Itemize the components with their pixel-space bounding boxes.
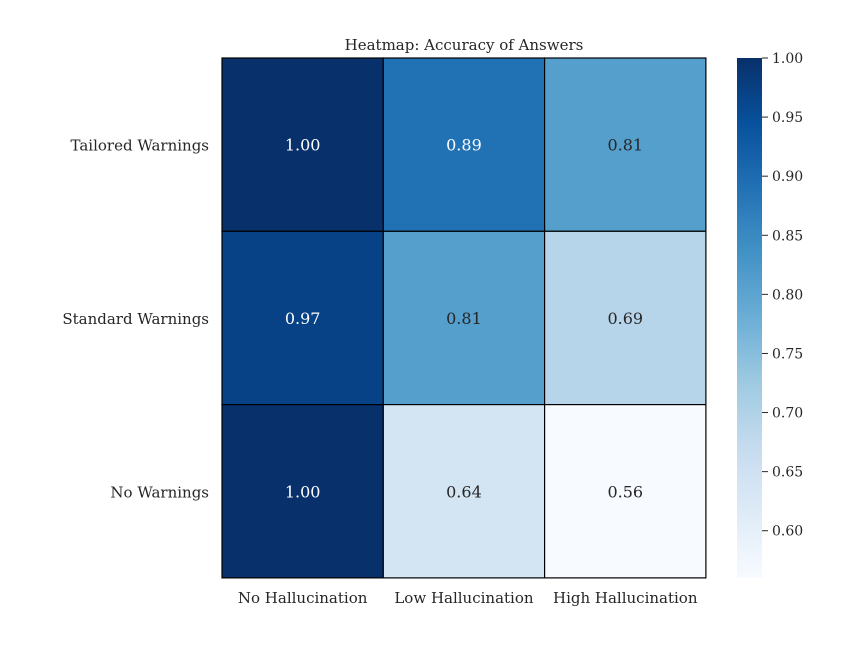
colorbar-tick-label: 0.95 bbox=[772, 110, 803, 126]
colorbar: 1.00 0.95 0.90 0.85 0.80 0.75 0.70 0.65 0.60 bbox=[737, 51, 803, 578]
heatmap-cell bbox=[221, 404, 384, 579]
colorbar-tick-label: 0.80 bbox=[772, 287, 803, 303]
colorbar-gradient bbox=[737, 58, 762, 578]
colorbar-tick-label: 0.75 bbox=[772, 346, 803, 362]
colorbar-tick-label: 1.00 bbox=[772, 51, 803, 67]
colorbar-tick-label: 0.90 bbox=[772, 169, 803, 185]
heatmap-cell bbox=[382, 230, 546, 406]
heatmap-cell bbox=[543, 230, 707, 406]
x-tick-label: No Hallucination bbox=[238, 589, 368, 607]
colorbar-tick-label: 0.85 bbox=[772, 228, 803, 244]
y-axis-labels: Tailored Warnings Standard Warnings No War… bbox=[62, 137, 209, 502]
cell-value-label: 0.89 bbox=[446, 136, 482, 155]
x-tick-label: Low Hallucination bbox=[394, 589, 534, 607]
cell-value-label: 0.97 bbox=[285, 309, 321, 328]
y-tick-label: Standard Warnings bbox=[62, 310, 209, 328]
heatmap-cells: 1.00 0.89 0.81 0.97 0.81 0.69 1.00 0.64 0.56 bbox=[221, 57, 707, 579]
cell-value-label: 0.56 bbox=[607, 482, 643, 501]
chart-title: Heatmap: Accuracy of Answers bbox=[345, 36, 584, 54]
heatmap-cell bbox=[543, 57, 707, 232]
colorbar-tick-label: 0.65 bbox=[772, 465, 803, 481]
heatmap-cell bbox=[221, 57, 384, 232]
y-tick-label: No Warnings bbox=[110, 483, 209, 501]
y-tick-label: Tailored Warnings bbox=[71, 137, 209, 155]
cell-value-label: 0.81 bbox=[607, 136, 643, 155]
cell-value-label: 1.00 bbox=[285, 482, 321, 501]
heatmap-cell bbox=[382, 404, 546, 579]
x-tick-label: High Hallucination bbox=[553, 589, 698, 607]
cell-value-label: 0.81 bbox=[446, 309, 482, 328]
heatmap-cell bbox=[543, 404, 707, 579]
heatmap-cell bbox=[382, 57, 546, 232]
cell-value-label: 0.64 bbox=[446, 482, 482, 501]
x-axis-labels: No Hallucination Low Hallucination High Ha… bbox=[238, 589, 698, 607]
cell-value-label: 1.00 bbox=[285, 136, 321, 155]
colorbar-tick-label: 0.70 bbox=[772, 406, 803, 422]
cell-value-label: 0.69 bbox=[607, 309, 643, 328]
heatmap-cell bbox=[221, 230, 384, 406]
colorbar-tick-label: 0.60 bbox=[772, 524, 803, 540]
